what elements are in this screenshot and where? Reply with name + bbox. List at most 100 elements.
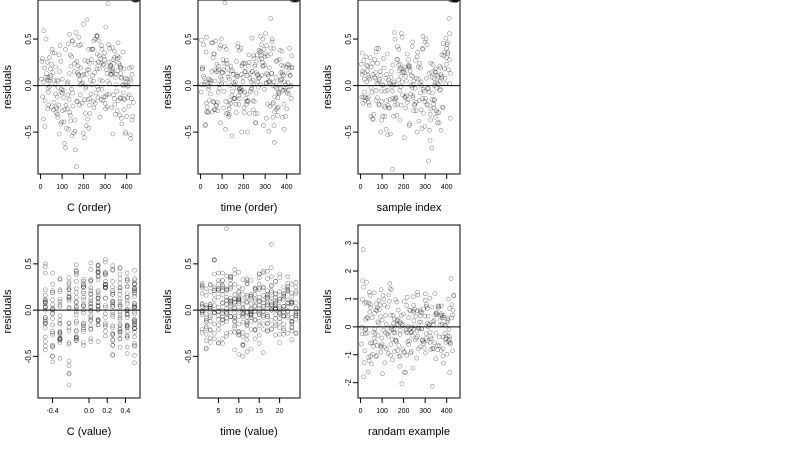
data-point [248, 311, 254, 317]
data-point [72, 128, 78, 134]
data-point [414, 129, 420, 135]
data-point [81, 325, 86, 331]
data-point [387, 286, 393, 291]
data-point [126, 92, 132, 98]
data-point [248, 71, 253, 76]
data-point [404, 100, 410, 105]
data-point [220, 300, 225, 306]
data-point [109, 105, 115, 111]
data-point [379, 82, 385, 87]
data-point [281, 291, 287, 296]
data-point [224, 226, 229, 231]
data-point [294, 0, 299, 3]
data-point [132, 325, 137, 331]
y-tick-label: 0 [344, 324, 353, 329]
data-point [211, 51, 216, 57]
data-point [370, 60, 375, 66]
data-point [220, 70, 225, 75]
data-point [368, 302, 373, 307]
data-point [132, 0, 137, 3]
data-point [269, 39, 275, 45]
data-point [440, 334, 446, 340]
data-point [220, 317, 225, 322]
data-point [285, 330, 291, 336]
data-point [92, 36, 98, 42]
data-point [252, 304, 258, 309]
data-point [212, 292, 217, 297]
data-point [435, 303, 441, 309]
data-point [248, 293, 254, 299]
data-point [103, 324, 108, 330]
data-point [440, 346, 446, 352]
data-point [217, 46, 222, 51]
data-point [263, 51, 268, 57]
data-point [369, 340, 375, 346]
data-point [284, 90, 290, 96]
data-point [117, 331, 123, 337]
data-point [103, 256, 108, 262]
data-point [88, 326, 94, 331]
data-point [57, 277, 63, 282]
data-point [361, 374, 366, 380]
data-point [410, 74, 416, 79]
data-point [91, 78, 96, 84]
data-point [370, 344, 376, 349]
data-point [427, 128, 432, 133]
plot-frame [37, 0, 141, 175]
data-point [293, 317, 299, 322]
data-point [447, 57, 452, 62]
data-point [395, 307, 401, 313]
data-point [96, 87, 101, 92]
data-point [439, 74, 445, 79]
data-point [285, 274, 291, 280]
data-point [269, 71, 275, 76]
data-point [74, 318, 79, 324]
data-point [424, 102, 430, 108]
data-point [69, 87, 74, 92]
data-point [413, 313, 419, 319]
data-point [220, 270, 225, 276]
data-point [53, 110, 59, 115]
data-point [281, 284, 287, 290]
data-point [112, 101, 118, 107]
data-point [289, 325, 295, 331]
data-point [384, 72, 389, 77]
data-point [212, 297, 217, 303]
x-tick-label: 0.2 [102, 408, 112, 415]
data-point [66, 41, 71, 47]
data-point [83, 123, 89, 128]
data-point [396, 354, 402, 359]
data-point [220, 283, 225, 289]
data-point [212, 330, 217, 336]
data-point [443, 337, 448, 342]
data-point [203, 317, 209, 323]
data-point [131, 0, 136, 3]
data-point [104, 104, 110, 110]
data-point [88, 301, 94, 306]
data-point [433, 70, 439, 75]
data-point [387, 97, 393, 102]
data-point [48, 73, 54, 78]
data-point [228, 301, 233, 306]
data-point [99, 87, 105, 92]
data-point [375, 305, 380, 311]
data-point [202, 75, 207, 81]
data-point [383, 313, 388, 318]
data-point [239, 129, 244, 135]
data-point [132, 360, 137, 366]
x-tick-label: 15 [255, 408, 263, 415]
x-tick-label: -0.4 [47, 408, 59, 415]
data-point [66, 328, 72, 333]
data-point [409, 73, 414, 78]
data-point [232, 296, 237, 302]
data-point [408, 350, 414, 356]
data-point [42, 320, 48, 326]
data-point [57, 69, 62, 74]
data-point [289, 325, 295, 331]
data-point [66, 287, 72, 293]
data-point [222, 44, 227, 49]
data-point [433, 330, 439, 336]
data-point [260, 315, 266, 320]
data-point [118, 65, 124, 71]
data-point [132, 293, 137, 299]
